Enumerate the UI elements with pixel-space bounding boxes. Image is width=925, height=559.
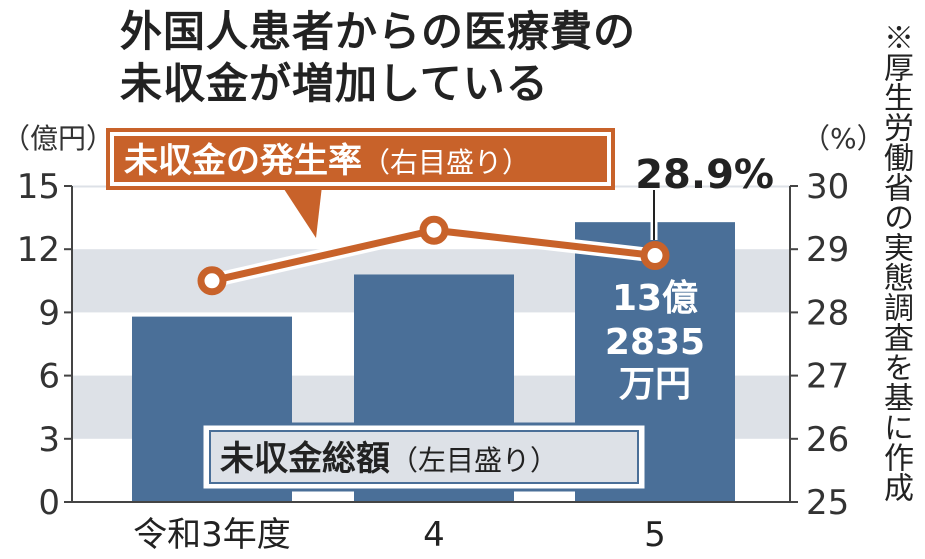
line-point: [419, 215, 449, 245]
legend-rate-sub: （右目盛り）: [362, 146, 530, 179]
left-axis: 0 3 6 9 12 15: [17, 167, 73, 523]
category-label: 令和3年度: [133, 515, 291, 555]
total-last-line-3: 万円: [619, 364, 691, 405]
total-last-line-2: 2835: [605, 322, 705, 363]
line-series: [197, 215, 670, 296]
legend-total-fill: [209, 430, 639, 484]
right-tick-label: 25: [806, 483, 849, 523]
legend-total: 未収金総額（左目盛り）: [200, 422, 648, 492]
right-tick-label: 29: [806, 230, 849, 270]
right-axis: 25 26 27 28 29 30: [72, 167, 849, 523]
source-note: ※厚生労働省の実態調査を基に作成: [878, 22, 913, 502]
left-tick-label: 0: [38, 483, 60, 523]
left-axis-unit: （億円）: [2, 122, 114, 155]
legend-rate-main: 未収金の発生率: [124, 141, 362, 181]
legend-total-main: 未収金総額: [220, 439, 390, 479]
left-tick-label: 9: [38, 293, 60, 333]
legend-rate-pointer: [282, 186, 322, 238]
legend-rate-fill: [114, 136, 607, 182]
category-label: 5: [644, 515, 666, 555]
total-annotation: 13億 2835 万円: [605, 278, 705, 405]
left-tick-label: 6: [38, 357, 60, 397]
right-tick-label: 30: [806, 167, 849, 207]
legend-rate: 未収金の発生率（右目盛り）: [106, 128, 615, 238]
legend-total-label: 未収金総額（左目盛り）: [220, 439, 558, 479]
legend-rate-label: 未収金の発生率（右目盛り）: [124, 141, 530, 181]
category-label: 4: [423, 515, 445, 555]
chart-title: 外国人患者からの医療費の 未収金が増加している: [120, 6, 636, 110]
left-tick-label: 3: [38, 420, 60, 460]
right-tick-label: 28: [806, 293, 849, 333]
right-tick-label: 26: [806, 420, 849, 460]
x-axis: 令和3年度 4 5: [133, 515, 666, 555]
line-point: [197, 266, 227, 296]
rate-annotation: 28.9%: [635, 152, 774, 240]
legend-total-sub: （左目盛り）: [390, 444, 558, 477]
title-line-1: 外国人患者からの医療費の: [120, 7, 637, 56]
total-last-line-1: 13億: [612, 278, 698, 319]
right-tick-label: 27: [806, 357, 849, 397]
rate-last-label: 28.9%: [635, 152, 774, 198]
left-tick-label: 15: [17, 167, 60, 207]
right-axis-unit: （%）: [802, 122, 885, 155]
line-point: [640, 241, 670, 271]
left-tick-label: 12: [17, 230, 60, 270]
title-line-2: 未収金が増加している: [120, 59, 549, 108]
